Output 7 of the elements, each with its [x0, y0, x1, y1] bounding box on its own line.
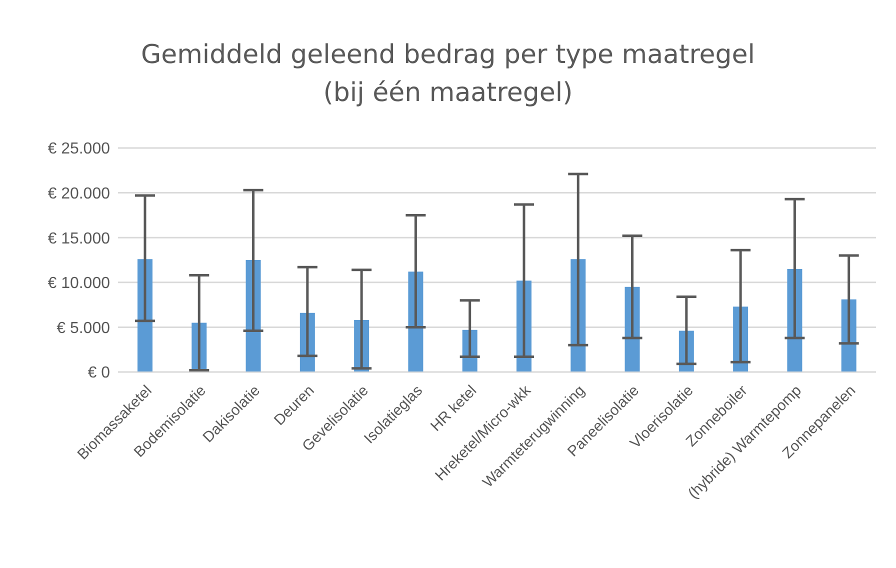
- y-tick-label: € 0: [88, 364, 110, 382]
- y-tick-label: € 20.000: [48, 185, 110, 202]
- chart-title: Gemiddeld geleend bedrag per type maatregel (bij één maatregel): [140, 39, 756, 110]
- y-tick-label: € 10.000: [48, 275, 110, 292]
- y-tick-label: € 5.000: [56, 320, 110, 337]
- y-tick-label: € 25.000: [48, 140, 110, 158]
- y-tick-label: € 15.000: [48, 230, 110, 248]
